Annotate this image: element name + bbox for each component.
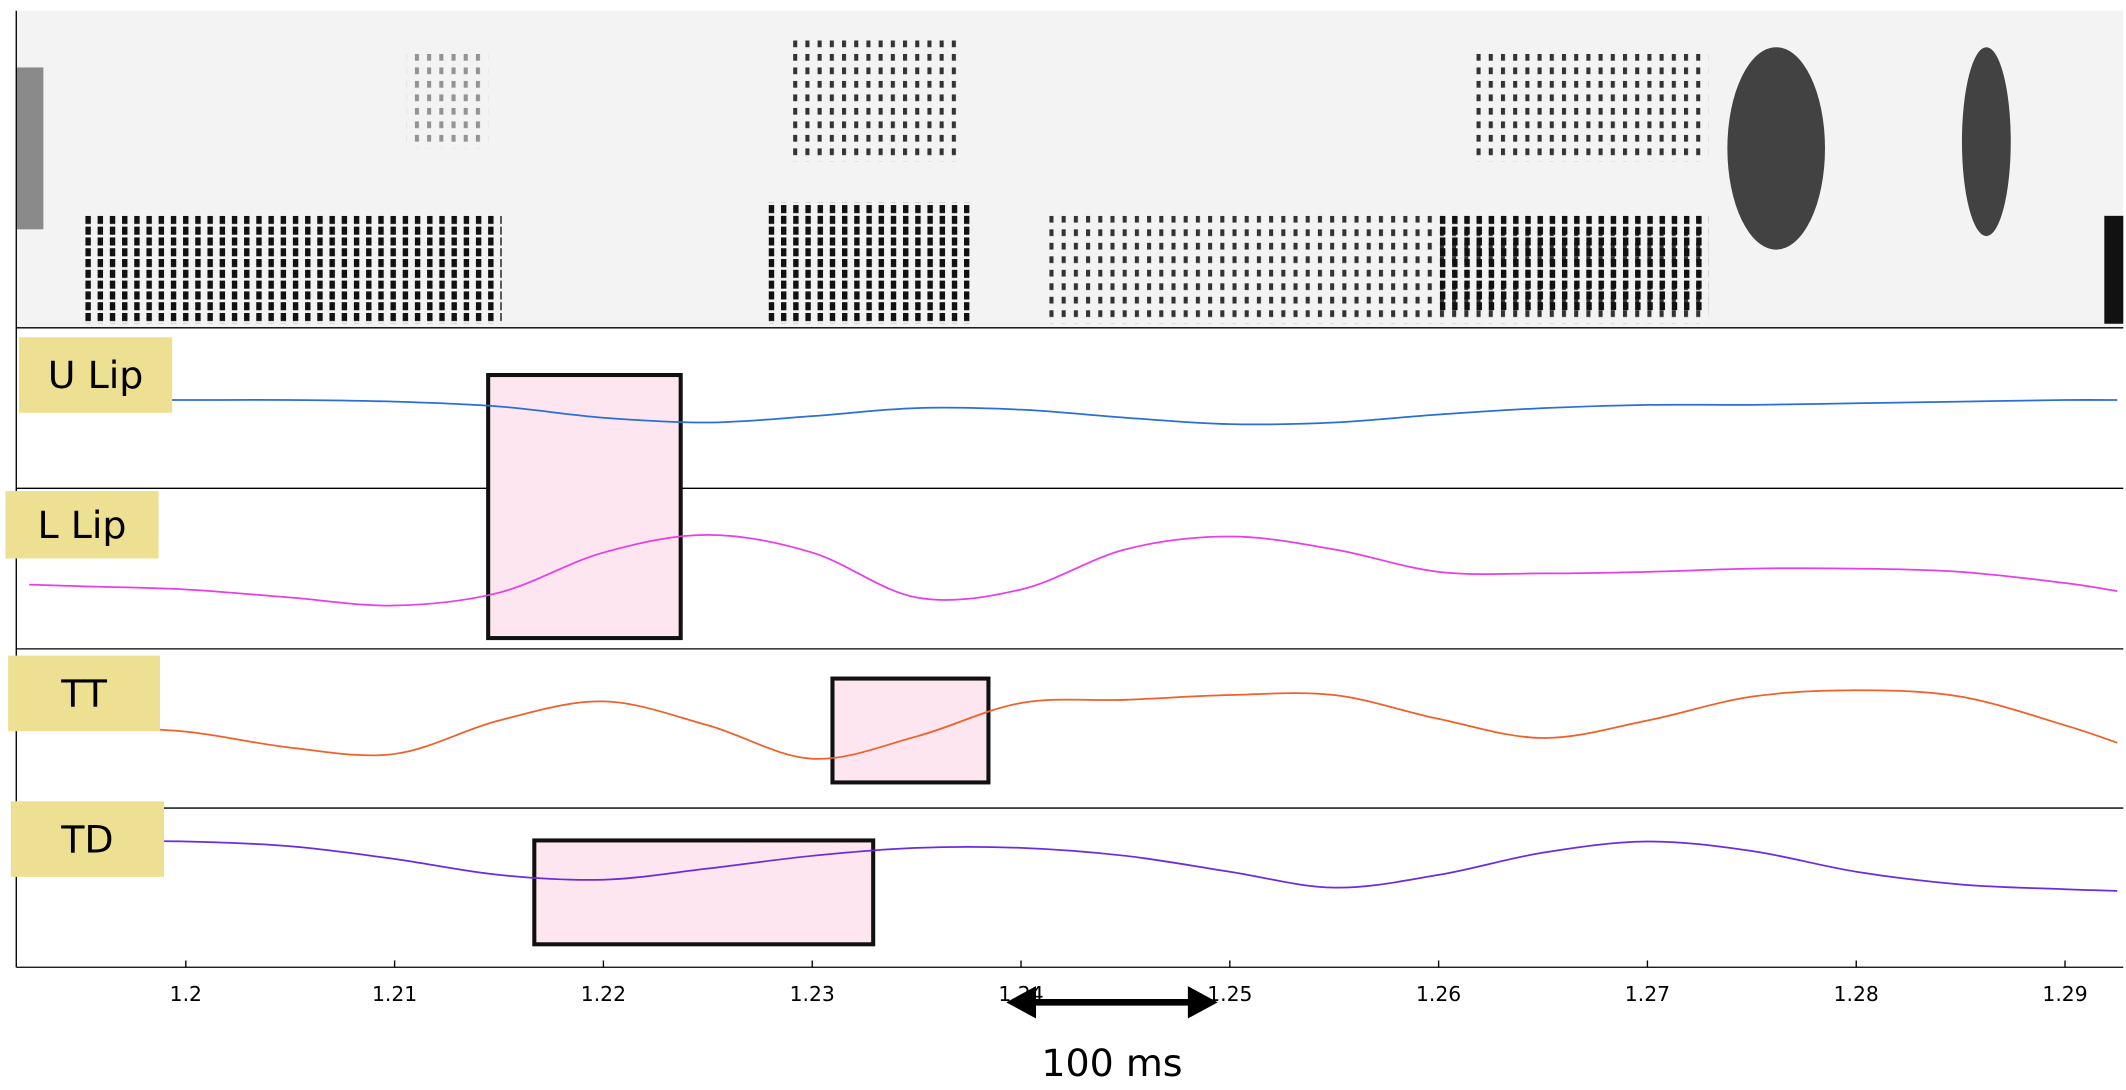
scale-bar-label: 100 ms	[1041, 1041, 1182, 1085]
label-box	[18, 337, 173, 413]
gesture-box	[532, 838, 876, 947]
trajectory-line	[29, 840, 2118, 892]
scale-bar-arrow	[1006, 986, 1037, 1019]
label-box	[10, 801, 165, 877]
scale-bar-arrow	[1187, 986, 1218, 1019]
gesture-box	[486, 373, 683, 641]
x-tick-label: 1.25	[1207, 982, 1252, 1006]
trajectory-line	[29, 399, 2118, 426]
x-tick-label: 1.2	[170, 982, 202, 1006]
label-box	[5, 491, 159, 559]
x-tick-label: 1.27	[1625, 982, 1670, 1006]
x-tick-label: 1.29	[2042, 982, 2087, 1006]
legend-label: U Lip	[48, 353, 144, 397]
panel-frame	[15, 10, 2124, 968]
x-tick-label: 1.28	[1834, 982, 1879, 1006]
x-tick-label: 1.21	[372, 982, 417, 1006]
spectrogram	[16, 10, 2124, 328]
x-tick-label: 1.26	[1416, 982, 1461, 1006]
gesture-boxes	[486, 373, 991, 947]
legend-label: L Lip	[38, 503, 127, 547]
legend-label: TT	[60, 672, 108, 716]
x-tick-label: 1.22	[581, 982, 626, 1006]
trajectory-line	[29, 534, 2118, 607]
gesture-box	[830, 676, 991, 785]
x-tick-label: 1.23	[790, 982, 835, 1006]
label-box	[8, 655, 160, 732]
legend-label: TD	[60, 817, 113, 861]
trajectory-line	[29, 689, 2118, 760]
